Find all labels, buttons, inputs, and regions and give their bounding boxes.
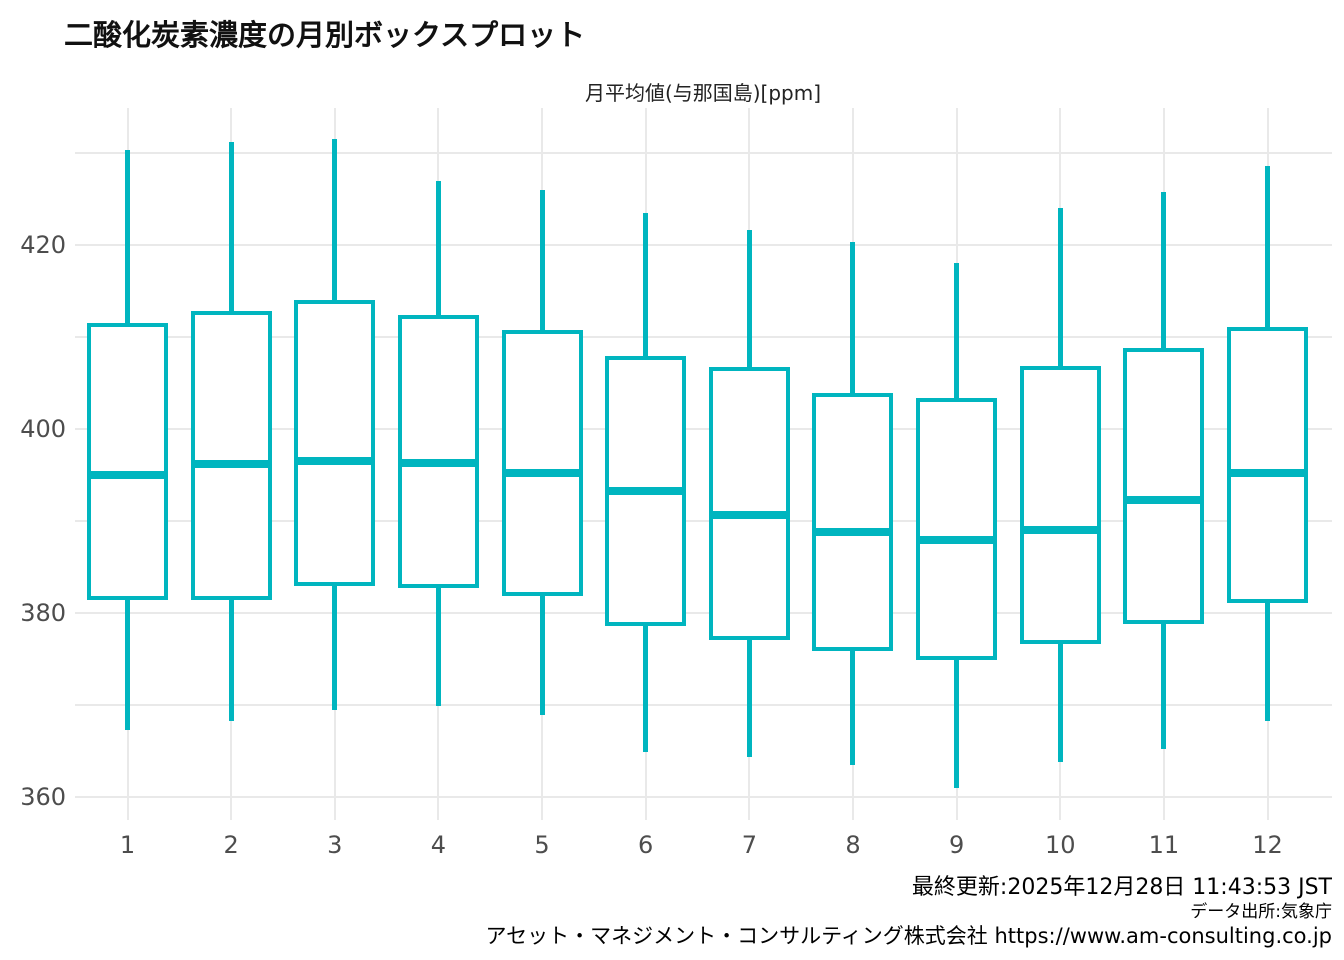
- lower-whisker: [850, 648, 856, 765]
- median-line: [1019, 525, 1101, 534]
- lower-whisker: [539, 594, 545, 715]
- x-axis-tick-label: 7: [741, 831, 757, 859]
- x-axis-tick-label: 11: [1148, 831, 1180, 859]
- x-axis-tick-label: 8: [845, 831, 861, 859]
- y-axis-tick-label: 380: [20, 598, 66, 627]
- box-iqr: [87, 322, 168, 601]
- chart-subtitle: 月平均値(与那国島)[ppm]: [584, 81, 822, 105]
- upper-whisker: [1057, 207, 1063, 368]
- upper-whisker: [746, 229, 752, 369]
- median-line: [708, 511, 790, 520]
- median-line: [294, 456, 376, 465]
- chart-title: 二酸化炭素濃度の月別ボックスプロット: [64, 18, 586, 52]
- box-iqr: [1019, 365, 1101, 645]
- upper-whisker: [539, 190, 545, 333]
- upper-whisker: [332, 138, 338, 302]
- box-iqr: [708, 366, 790, 640]
- x-axis-tick-label: 6: [638, 831, 654, 859]
- data-source-text: データ出所:気象庁: [1190, 902, 1332, 922]
- lower-whisker: [125, 598, 130, 730]
- company-name-text: アセット・マネジメント・コンサルティング株式会社: [485, 924, 988, 948]
- company-credit-line: アセット・マネジメント・コンサルティング株式会社 https://www.am-…: [485, 920, 1332, 950]
- box-iqr: [294, 299, 376, 587]
- lower-whisker: [332, 584, 338, 711]
- lower-whisker: [954, 657, 960, 788]
- y-axis-tick-label: 420: [20, 230, 66, 259]
- last-updated-text: 最終更新:2025年12月28日 11:43:53 JST: [911, 875, 1332, 900]
- box-iqr: [1227, 327, 1309, 603]
- box-iqr: [397, 315, 479, 589]
- x-axis-tick-label: 4: [430, 831, 447, 859]
- median-line: [812, 527, 894, 536]
- x-axis-tick-label: 2: [223, 831, 239, 859]
- lower-whisker: [746, 637, 752, 758]
- median-line: [397, 458, 479, 467]
- upper-whisker: [1161, 192, 1167, 350]
- lower-whisker: [1057, 642, 1063, 762]
- upper-whisker: [643, 213, 649, 358]
- horizontal-gridline: [75, 335, 1332, 338]
- upper-whisker: [228, 141, 234, 313]
- median-line: [501, 468, 583, 477]
- median-line: [1123, 495, 1205, 504]
- company-url-text: https://www.am-consulting.co.jp: [994, 924, 1333, 948]
- horizontal-gridline: [75, 795, 1332, 798]
- horizontal-gridline: [75, 519, 1332, 522]
- horizontal-gridline: [75, 703, 1332, 706]
- box-iqr: [812, 392, 894, 651]
- x-axis-tick-label: 1: [119, 831, 136, 859]
- upper-whisker: [125, 149, 130, 325]
- box-iqr: [501, 330, 583, 597]
- x-axis-tick-label: 3: [327, 831, 343, 859]
- lower-whisker: [228, 598, 234, 722]
- box-iqr: [916, 398, 998, 660]
- horizontal-gridline: [75, 151, 1332, 154]
- upper-whisker: [1265, 166, 1271, 330]
- horizontal-gridline: [75, 427, 1332, 430]
- upper-whisker: [435, 181, 441, 318]
- median-line: [605, 487, 687, 496]
- upper-whisker: [850, 241, 856, 395]
- median-line: [916, 536, 998, 545]
- y-axis-tick-label: 360: [20, 782, 66, 811]
- x-axis-tick-label: 12: [1252, 831, 1283, 859]
- horizontal-gridline: [75, 243, 1332, 246]
- lower-whisker: [435, 586, 441, 706]
- lower-whisker: [1265, 600, 1271, 722]
- upper-whisker: [954, 263, 960, 401]
- horizontal-gridline: [75, 611, 1332, 614]
- x-axis-tick-label: 10: [1044, 831, 1076, 859]
- lower-whisker: [643, 623, 649, 752]
- x-axis-tick-label: 9: [948, 831, 965, 859]
- x-axis-tick-label: 5: [534, 831, 550, 859]
- box-iqr: [1123, 347, 1205, 624]
- lower-whisker: [1161, 622, 1167, 750]
- median-line: [87, 470, 168, 479]
- y-axis-tick-label: 400: [20, 414, 66, 443]
- box-iqr: [190, 310, 272, 601]
- median-line: [1227, 468, 1309, 477]
- median-line: [190, 459, 272, 468]
